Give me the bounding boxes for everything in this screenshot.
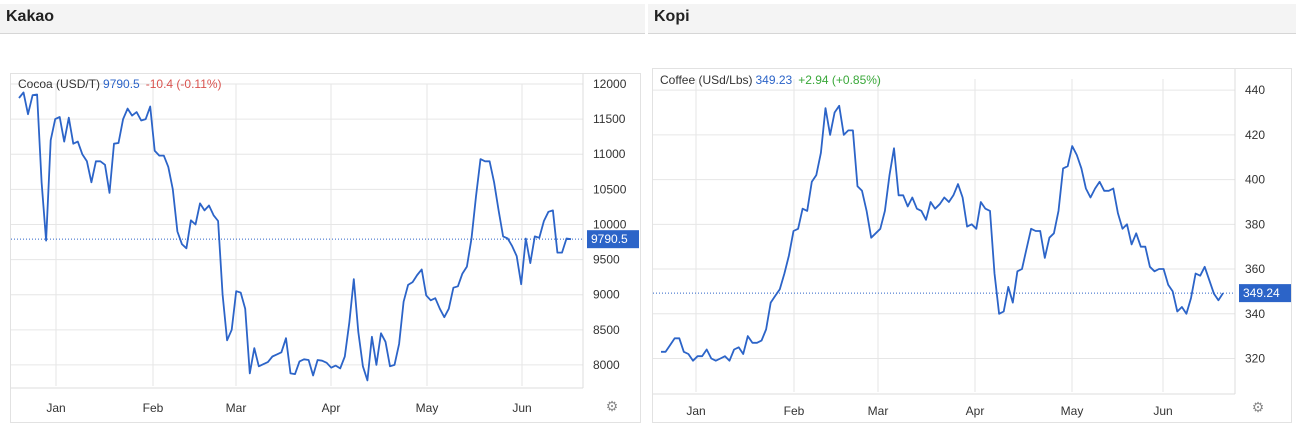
coffee-legend: Coffee (USd/Lbs) 349.23 +2.94 (+0.85%) xyxy=(660,73,881,87)
x-tick-label: Apr xyxy=(322,401,341,415)
last-value-badge-bg xyxy=(587,230,639,249)
panel-title: Kakao xyxy=(0,4,645,34)
y-tick-label: 8000 xyxy=(593,358,620,372)
gear-icon[interactable]: ⚙ xyxy=(1251,399,1265,415)
y-tick-label: 340 xyxy=(1245,307,1265,321)
panel-title: Kopi xyxy=(648,4,1296,34)
legend-series-name: Cocoa (USD/T) xyxy=(18,77,101,91)
coffee-chart: 320 340 360 380 400 420 440 Jan Feb Mar Apr May Jun 3… xyxy=(652,68,1292,423)
coffee-chart-svg: 320 340 360 380 400 420 440 Jan Feb Mar Apr May Jun 3… xyxy=(653,69,1291,418)
cocoa-chart-svg: 8000 8500 9000 9500 10000 10500 11000 11500 1200… xyxy=(11,74,639,415)
x-tick-label: Feb xyxy=(784,404,805,418)
y-tick-label: 420 xyxy=(1245,128,1265,142)
legend-series-name: Coffee (USd/Lbs) xyxy=(660,73,753,87)
last-value-badge: 9790.5 xyxy=(587,230,639,249)
coffee-panel: Kopi 320 340 360 380 400 420 440 Jan Feb Mar Apr Ma… xyxy=(648,0,1296,426)
y-tick-label: 11500 xyxy=(593,112,626,126)
cocoa-chart: 8000 8500 9000 9500 10000 10500 11000 11500 1200… xyxy=(10,73,641,423)
x-tick-label: Jun xyxy=(512,401,531,415)
cocoa-panel: Kakao 8000 8500 9000 9500 10000 10500 11000 115… xyxy=(0,4,645,423)
last-value-badge-text: 9790.5 xyxy=(591,232,628,246)
y-tick-label: 380 xyxy=(1245,217,1265,231)
x-tick-label: Jan xyxy=(686,404,705,418)
last-value-badge-text: 349.24 xyxy=(1243,286,1280,300)
x-tick-label: May xyxy=(416,401,439,415)
x-tick-label: Feb xyxy=(143,401,164,415)
x-tick-label: Mar xyxy=(226,401,247,415)
last-value-badge: 349.24 xyxy=(1239,284,1291,303)
y-tick-label: 10500 xyxy=(593,182,627,196)
x-tick-label: Jun xyxy=(1153,404,1172,418)
x-tick-label: May xyxy=(1061,404,1084,418)
series-line xyxy=(661,104,1224,362)
y-tick-label: 360 xyxy=(1245,262,1265,276)
cocoa-legend: Cocoa (USD/T) 9790.5 -10.4 (-0.11%) xyxy=(18,77,222,91)
legend-last-value: 349.23 xyxy=(755,73,793,87)
legend-change: -10.4 (-0.11%) xyxy=(145,77,222,91)
y-tick-label: 11000 xyxy=(593,147,626,161)
x-tick-label: Jan xyxy=(46,401,65,415)
legend-last-value: 9790.5 xyxy=(103,77,140,91)
series-line xyxy=(18,91,572,382)
y-tick-label: 8500 xyxy=(593,323,620,337)
x-tick-label: Mar xyxy=(868,404,889,418)
legend-change: +2.94 (+0.85%) xyxy=(798,73,881,87)
y-tick-label: 9000 xyxy=(593,288,620,302)
y-tick-label: 10000 xyxy=(593,217,627,231)
y-tick-label: 320 xyxy=(1245,351,1265,365)
y-tick-label: 12000 xyxy=(593,77,627,91)
y-tick-label: 400 xyxy=(1245,173,1265,187)
x-tick-label: Apr xyxy=(966,404,985,418)
y-tick-label: 440 xyxy=(1245,83,1265,97)
last-value-badge-bg xyxy=(1239,284,1291,303)
gear-icon[interactable]: ⚙ xyxy=(605,398,619,414)
y-tick-label: 9500 xyxy=(593,253,620,267)
